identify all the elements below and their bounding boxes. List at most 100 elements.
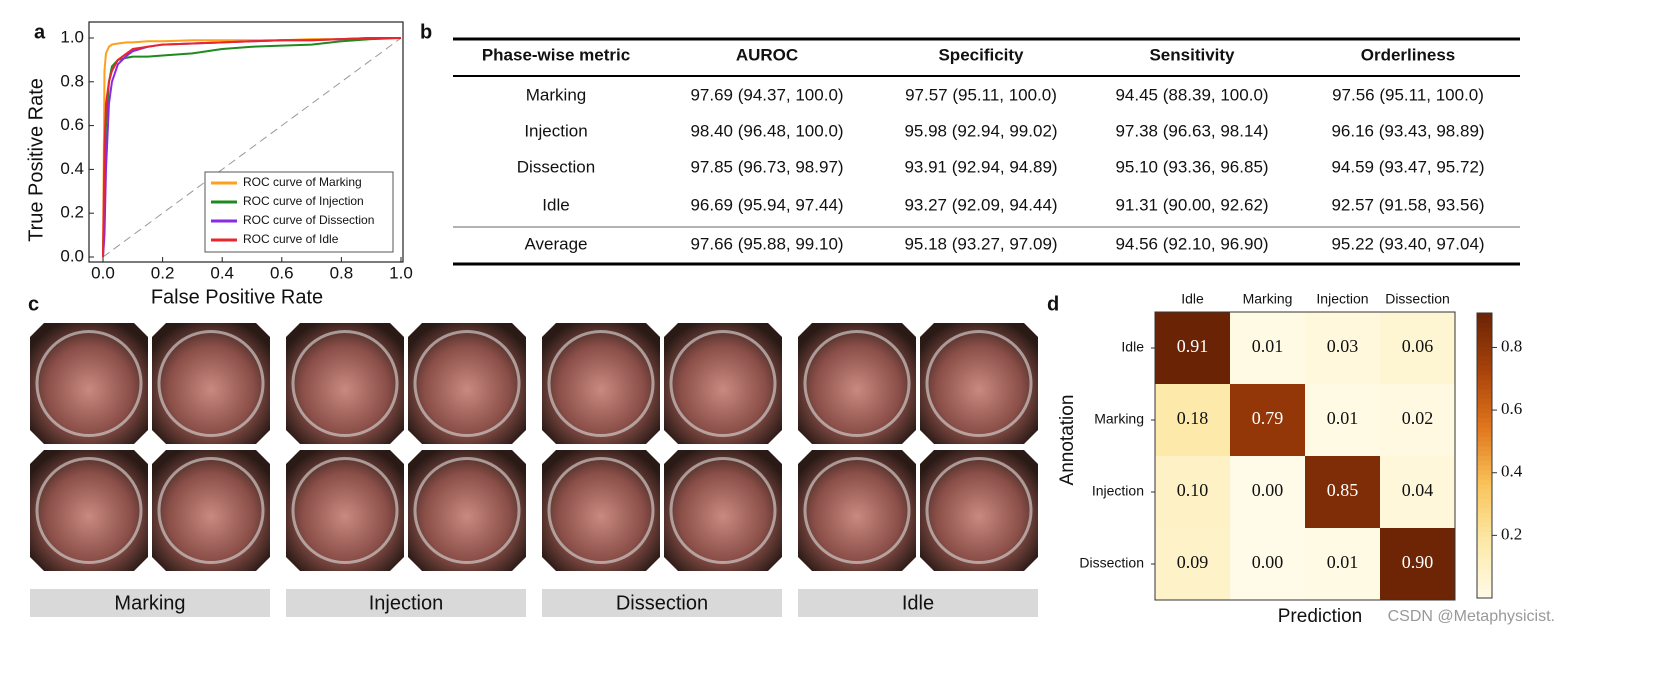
cell-label: 0.04 xyxy=(1402,480,1434,500)
colorbar-tick-label: 0.8 xyxy=(1501,336,1522,355)
table-cell: Idle xyxy=(542,195,569,214)
group-label: Idle xyxy=(902,592,934,614)
endoscopy-image xyxy=(286,450,404,571)
colorbar-step xyxy=(1477,512,1492,518)
heatmap-cell xyxy=(1155,384,1230,456)
colorbar-step xyxy=(1477,545,1492,551)
legend-label: ROC curve of Dissection xyxy=(243,213,374,227)
cell-label: 0.01 xyxy=(1327,552,1359,572)
table-cell: 97.38 (96.63, 98.14) xyxy=(1115,121,1268,140)
x-axis-label: False Positive Rate xyxy=(151,286,323,308)
colorbar-step xyxy=(1477,384,1492,390)
legend-box xyxy=(204,171,394,253)
watermark: CSDN @Metaphysicist. xyxy=(1388,608,1555,625)
y-tick-label: 0.0 xyxy=(60,246,84,265)
legend-label: ROC curve of Idle xyxy=(243,232,339,246)
endoscopy-image xyxy=(798,450,916,571)
colorbar-step xyxy=(1477,322,1492,328)
table-cell: 97.57 (95.11, 100.0) xyxy=(905,85,1057,104)
y-tick-label: 0.2 xyxy=(60,203,84,222)
table-cell: 94.56 (92.10, 96.90) xyxy=(1115,234,1268,253)
colorbar-step xyxy=(1477,569,1492,575)
roc-curve xyxy=(102,37,401,258)
heatmap-frame xyxy=(1154,311,1456,601)
group-label-bar xyxy=(798,589,1038,617)
group-label: Dissection xyxy=(616,592,708,614)
cell-label: 0.00 xyxy=(1252,552,1284,572)
group-label-bar xyxy=(286,589,526,617)
colorbar-step xyxy=(1477,503,1492,509)
cell-label: 0.06 xyxy=(1402,336,1434,356)
heatmap-cell xyxy=(1380,456,1455,528)
image-ring xyxy=(291,457,399,564)
table-cell: 94.59 (93.47, 95.72) xyxy=(1331,157,1484,176)
image-ring xyxy=(669,330,777,437)
image-ring xyxy=(547,457,655,564)
endoscopy-image xyxy=(542,323,660,444)
colorbar-step xyxy=(1477,341,1492,347)
cell-label: 0.91 xyxy=(1177,336,1209,356)
endoscopy-image xyxy=(920,450,1038,571)
colorbar-step xyxy=(1477,412,1492,418)
colorbar-step xyxy=(1477,374,1492,380)
table-header: Specificity xyxy=(938,45,1024,64)
cell-label: 0.18 xyxy=(1177,408,1209,428)
y-axis-label: Annotation xyxy=(1057,395,1078,486)
reference-diagonal xyxy=(102,37,402,258)
colorbar-step xyxy=(1477,536,1492,542)
colorbar-step xyxy=(1477,517,1492,523)
colorbar-step xyxy=(1477,313,1492,319)
colorbar-step xyxy=(1477,493,1492,499)
heatmap-cell xyxy=(1380,528,1455,600)
table-cell: 93.27 (92.09, 94.44) xyxy=(904,195,1057,214)
endoscopy-image xyxy=(664,450,782,571)
image-ring xyxy=(803,457,911,564)
table-cell: 91.31 (90.00, 92.62) xyxy=(1115,195,1268,214)
table-cell: 95.10 (93.36, 96.85) xyxy=(1115,157,1268,176)
panel-label: a xyxy=(34,21,46,43)
table-cell: 95.22 (93.40, 97.04) xyxy=(1331,234,1484,253)
heatmap-cell xyxy=(1380,384,1455,456)
heatmap-cell xyxy=(1380,312,1455,384)
table-cell: Dissection xyxy=(517,157,595,176)
colorbar-step xyxy=(1477,327,1492,333)
colorbar-step xyxy=(1477,460,1492,466)
cell-label: 0.01 xyxy=(1252,336,1284,356)
colorbar-step xyxy=(1477,346,1492,352)
legend-label: ROC curve of Marking xyxy=(243,175,362,189)
table-cell: 93.91 (92.94, 94.89) xyxy=(904,157,1057,176)
heatmap-cell xyxy=(1230,528,1305,600)
colorbar-step xyxy=(1477,588,1492,594)
colorbar-step xyxy=(1477,564,1492,570)
colorbar-step xyxy=(1477,484,1492,490)
image-ring xyxy=(157,330,265,437)
image-ring xyxy=(547,330,655,437)
table-cell: 96.16 (93.43, 98.89) xyxy=(1331,121,1484,140)
y-tick-label: 0.6 xyxy=(60,115,84,134)
group-label: Injection xyxy=(369,592,444,614)
image-ring xyxy=(413,457,521,564)
y-tick-label: Idle xyxy=(1121,339,1144,355)
image-ring xyxy=(35,457,143,564)
colorbar-step xyxy=(1477,465,1492,471)
colorbar-step xyxy=(1477,431,1492,437)
colorbar-step xyxy=(1477,531,1492,537)
colorbar-step xyxy=(1477,593,1492,599)
heatmap-cell xyxy=(1155,528,1230,600)
colorbar-step xyxy=(1477,574,1492,580)
y-tick-label: 1.0 xyxy=(60,27,84,46)
colorbar-step xyxy=(1477,488,1492,494)
colorbar-step xyxy=(1477,455,1492,461)
y-axis-label: True Positive Rate xyxy=(25,78,47,242)
colorbar-step xyxy=(1477,365,1492,371)
legend-label: ROC curve of Injection xyxy=(243,194,364,208)
colorbar-step xyxy=(1477,579,1492,585)
table-header: Phase-wise metric xyxy=(482,45,630,64)
x-tick-label: Dissection xyxy=(1385,291,1450,307)
colorbar-step xyxy=(1477,389,1492,395)
colorbar-step xyxy=(1477,541,1492,547)
table-cell: 97.85 (96.73, 98.97) xyxy=(690,157,843,176)
image-ring xyxy=(669,457,777,564)
heatmap-cell xyxy=(1230,312,1305,384)
